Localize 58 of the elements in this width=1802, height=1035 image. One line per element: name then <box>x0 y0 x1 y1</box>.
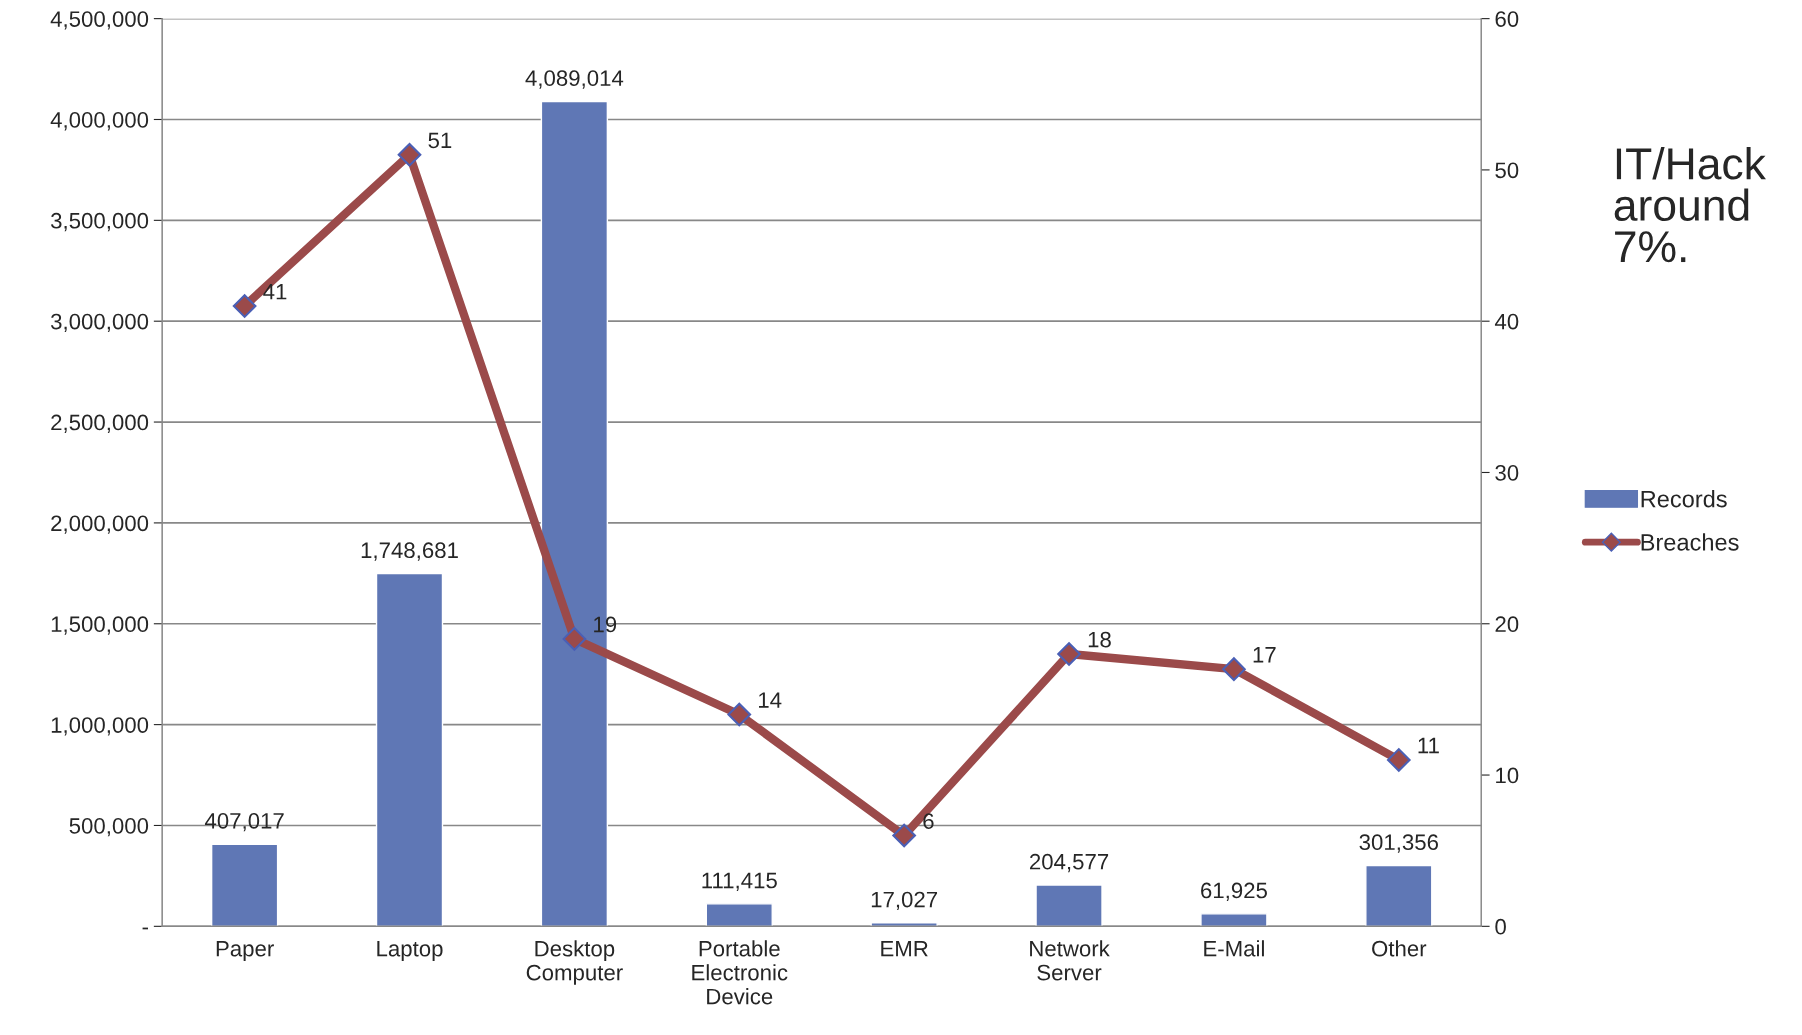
data-label: 14 <box>759 692 782 708</box>
data-label: 18 <box>1088 631 1111 648</box>
y-tick-label: 3,500,000 <box>50 212 149 232</box>
x-tick-label: Other <box>1372 940 1427 957</box>
y2-tick-label: 10 <box>1496 767 1519 784</box>
y-tick-label: 1,500,000 <box>51 616 149 635</box>
bar <box>1035 884 1103 927</box>
data-label: 4,089,014 <box>525 70 624 89</box>
bar <box>705 903 773 927</box>
bar <box>375 572 444 927</box>
data-label: 41 <box>263 284 287 300</box>
x-tick-label: Network Server <box>1030 940 1110 981</box>
x-tick-label: EMR <box>881 941 928 957</box>
y-tick-label: 2,000,000 <box>51 515 149 534</box>
y2-tick-label: 20 <box>1495 616 1519 633</box>
y-tick-label: 1,000,000 <box>51 717 149 736</box>
y2-tick-label: 30 <box>1495 465 1519 481</box>
y2-tick-label: 50 <box>1495 162 1519 179</box>
y2-tick-label: 0 <box>1495 918 1506 935</box>
text: IT/Hack around 7%. <box>1614 146 1766 263</box>
x-tick-label: E-Mail <box>1204 940 1264 957</box>
bar <box>1200 913 1268 927</box>
data-label: 17,027 <box>871 891 938 911</box>
y-tick-label: 4,000,000 <box>50 112 149 131</box>
y2-tick-label: 60 <box>1495 11 1519 27</box>
y-tick-label: 500,000 <box>69 818 149 837</box>
point <box>727 702 752 727</box>
point <box>1386 748 1411 772</box>
legend-label: Breaches <box>1641 533 1739 551</box>
data-label: 204,577 <box>1029 853 1109 873</box>
bar <box>870 922 938 927</box>
y-tick-label: - <box>142 927 148 930</box>
data-label: 51 <box>428 132 452 149</box>
point <box>1222 657 1246 681</box>
point <box>892 823 916 848</box>
y2-tick-label: 40 <box>1494 313 1519 330</box>
data-label: 111,415 <box>702 872 777 891</box>
data-label: 6 <box>923 813 934 830</box>
x-tick-label: Portable Electronic Device <box>692 940 788 1005</box>
x-tick-label: Laptop <box>377 941 443 961</box>
point <box>232 294 257 318</box>
bar <box>1365 864 1433 927</box>
y-tick-label: 3,000,000 <box>50 313 149 333</box>
data-label: 17 <box>1253 647 1276 663</box>
bar <box>210 843 279 927</box>
data-label: 11 <box>1418 737 1439 754</box>
point <box>1057 642 1081 666</box>
data-label: 301,356 <box>1359 834 1438 853</box>
x-tick-label: Paper <box>216 941 274 961</box>
y-tick-label: 2,500,000 <box>51 414 149 433</box>
y-tick-label: 4,500,000 <box>50 11 149 30</box>
point <box>562 627 587 651</box>
point <box>397 142 422 167</box>
x-tick-label: Desktop Computer <box>526 940 623 985</box>
data-label: 61,925 <box>1201 882 1267 901</box>
legend-label: Records <box>1641 490 1727 508</box>
data-label: 407,017 <box>204 812 284 832</box>
data-label: 1,748,681 <box>361 542 458 561</box>
